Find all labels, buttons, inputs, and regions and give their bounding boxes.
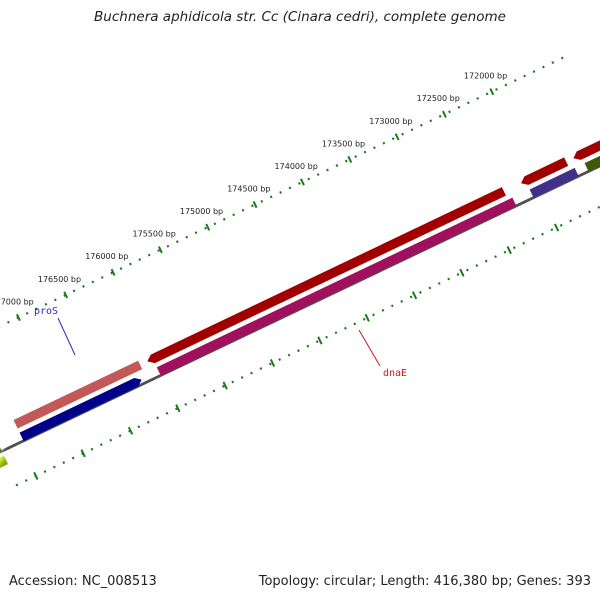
major-tick-upper	[394, 133, 400, 141]
gene-magenta[interactable]	[156, 197, 517, 376]
tick-label: 174000 bp	[275, 162, 318, 171]
gene-dnae-fwd[interactable]	[145, 187, 506, 366]
accession-text: Accession: NC_008513	[9, 574, 157, 589]
major-tick-lower	[364, 313, 370, 322]
major-tick-upper	[157, 246, 163, 254]
major-tick-lower	[411, 291, 418, 300]
major-tick-upper	[347, 155, 353, 164]
pros-label[interactable]: proS	[34, 306, 58, 317]
lower-major-ticks	[33, 223, 560, 480]
major-tick-lower	[269, 358, 276, 368]
genome-title: Buchnera aphidicola str. Cc (Cinara cedr…	[94, 9, 506, 25]
major-tick-upper	[205, 223, 211, 231]
tick-label: 175000 bp	[180, 207, 223, 216]
upper-major-ticks	[15, 88, 495, 322]
major-tick-upper	[110, 268, 116, 276]
topology-summary: Topology: circular; Length: 416,380 bp; …	[258, 574, 591, 589]
tick-label: 177000 bp	[0, 297, 34, 306]
lower-tick-track	[15, 191, 600, 487]
tick-label: 174500 bp	[227, 184, 270, 193]
major-tick-lower	[317, 336, 323, 345]
gene-pros-fwd[interactable]	[13, 360, 143, 429]
dnae-label[interactable]: dnaE	[383, 368, 407, 379]
major-tick-upper	[300, 178, 305, 186]
lower-minor-ticks	[15, 191, 600, 487]
major-tick-upper	[442, 110, 447, 118]
major-tick-lower	[80, 449, 86, 458]
major-tick-lower	[127, 426, 134, 435]
major-tick-upper	[63, 291, 69, 299]
pros-leader	[57, 317, 76, 356]
gene-red-far[interactable]	[571, 129, 600, 163]
tick-label: 173500 bp	[322, 139, 365, 148]
gene-purple[interactable]	[529, 167, 579, 198]
tick-label: 175500 bp	[133, 230, 176, 239]
tick-label: 176000 bp	[85, 252, 128, 261]
major-tick-lower	[222, 381, 228, 390]
gene-lime-left[interactable]	[0, 455, 9, 517]
major-tick-lower	[553, 223, 560, 232]
tick-label: 172000 bp	[464, 72, 507, 81]
major-tick-lower	[175, 404, 181, 413]
reverse-strand	[0, 142, 600, 505]
major-tick-lower	[33, 471, 39, 480]
major-tick-upper	[252, 200, 258, 209]
tick-label: 176500 bp	[38, 275, 81, 284]
tick-label: 172500 bp	[417, 94, 460, 103]
gene-olive[interactable]	[584, 142, 600, 172]
major-tick-lower	[459, 268, 465, 277]
upper-tick-track: 172000 bp 172500 bp 173000 bp 173500 bp 1740…	[0, 55, 566, 351]
major-tick-lower	[506, 246, 512, 255]
major-tick-upper	[15, 313, 21, 322]
gene-red-small[interactable]	[519, 157, 569, 187]
major-tick-upper	[489, 88, 495, 96]
tick-labels: 172000 bp 172500 bp 173000 bp 173500 bp 1740…	[0, 72, 507, 307]
gene-blue[interactable]	[19, 375, 144, 442]
forward-strand	[13, 129, 600, 429]
tick-label: 173000 bp	[369, 117, 412, 126]
dnae-leader	[358, 329, 381, 367]
